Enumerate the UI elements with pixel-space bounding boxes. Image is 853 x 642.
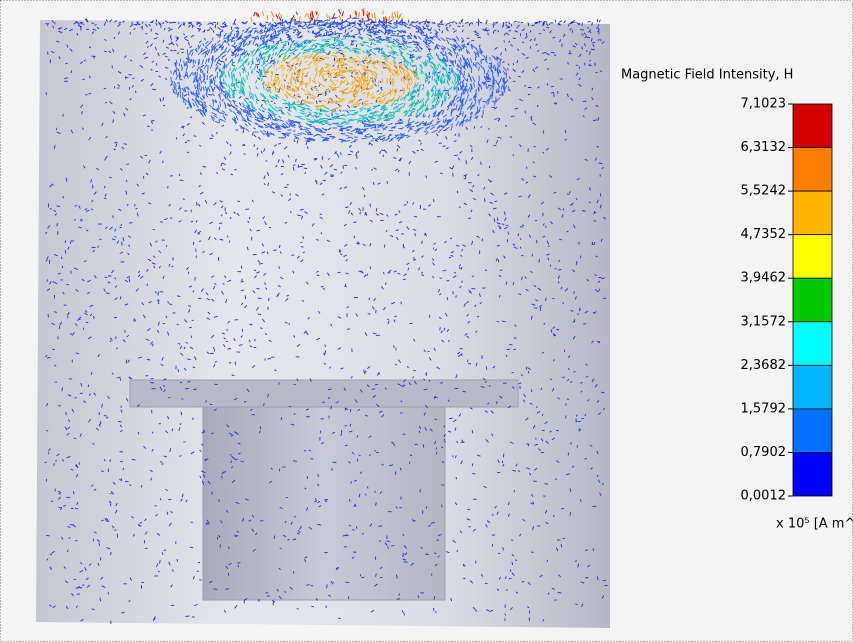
plate (130, 380, 518, 407)
legend-band (793, 409, 832, 453)
legend-unit: x 10⁵ [A m^-1] (776, 517, 853, 532)
legend-band (793, 191, 832, 235)
legend-band (793, 322, 832, 366)
legend-label: 4,7352 (741, 227, 787, 242)
legend-label: 7,1023 (741, 97, 787, 112)
legend-label: 3,1572 (741, 314, 787, 329)
legend-band (793, 104, 832, 148)
page: Magnetic Field Intensity, H x 10⁵ [A m^-… (0, 0, 853, 642)
legend-band (793, 235, 832, 279)
legend-label: 2,3682 (741, 358, 787, 373)
legend-label: 3,9462 (741, 271, 787, 286)
legend-label: 5,5242 (741, 184, 787, 199)
legend-label: 6,3132 (741, 140, 787, 155)
legend-band (793, 278, 832, 322)
legend-label: 0,0012 (741, 489, 787, 504)
legend-title: Magnetic Field Intensity, H (621, 68, 793, 83)
legend-label: 0,7902 (741, 445, 787, 460)
legend-band (793, 452, 832, 496)
viewport: Magnetic Field Intensity, H x 10⁵ [A m^-… (0, 0, 853, 642)
legend-band (793, 148, 832, 192)
legend-band (793, 365, 832, 409)
legend-label: 1,5792 (741, 401, 787, 416)
